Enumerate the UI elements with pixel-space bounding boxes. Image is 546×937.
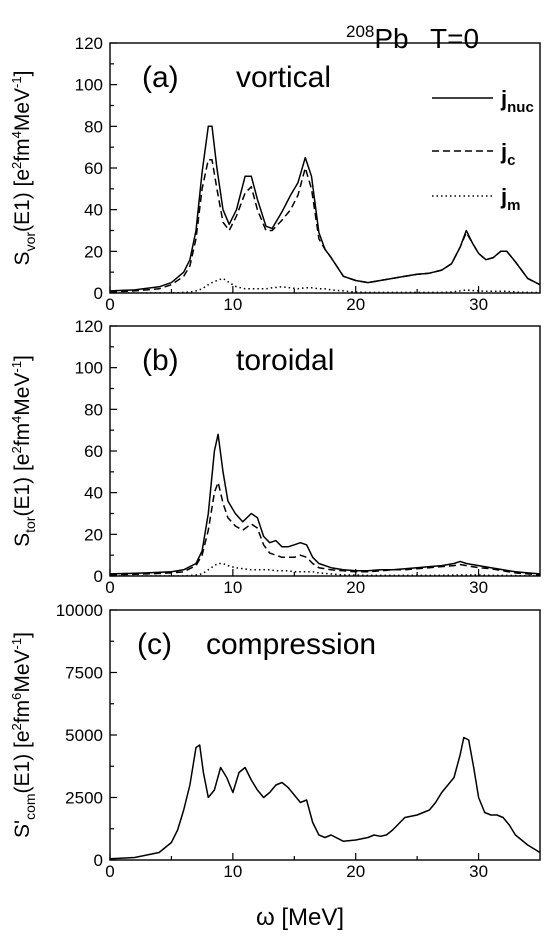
y-tick-label: 60 — [84, 442, 103, 461]
y-tick-label: 20 — [84, 525, 103, 544]
y-tick-label: 40 — [84, 201, 103, 220]
y-tick-label: 120 — [75, 317, 103, 336]
panel-toroidal: 0 10 20 30 0 20 40 60 80 100 120 Stor(E1) [e2fm4MeV… — [9, 317, 541, 597]
y-tick-label: 0 — [94, 851, 103, 870]
y-axis-label: Stor(E1) [e2fm4MeV-1] — [9, 355, 38, 547]
panel-vortical: 0 10 20 30 0 20 40 60 80 100 120 Svor(E1) [e2fm4MeV… — [9, 34, 541, 314]
x-tick-label: 0 — [105, 295, 114, 314]
x-tick-label: 20 — [346, 862, 365, 881]
panel-name: vortical — [236, 61, 331, 94]
x-tick-label: 30 — [469, 578, 488, 597]
y-tick-label: 80 — [84, 400, 103, 419]
x-axis-label: ω [MeV] — [256, 904, 344, 931]
nucleus-mass-number: 208 — [346, 22, 374, 41]
y-tick-label: 0 — [94, 284, 103, 303]
panel-label: (b) — [142, 344, 179, 377]
x-tick-label: 20 — [346, 295, 365, 314]
y-tick-label: 0 — [94, 567, 103, 586]
series-line-j-nuc — [110, 433, 540, 575]
y-tick-label: 5000 — [65, 726, 103, 745]
x-tick-label: 0 — [105, 862, 114, 881]
panel-label: (a) — [142, 61, 179, 94]
legend-label: jm — [500, 184, 520, 214]
legend-label: jnuc — [500, 86, 534, 116]
series-line-j-m — [110, 277, 540, 293]
panel-name: toroidal — [236, 344, 334, 377]
x-tick-label: 30 — [469, 295, 488, 314]
series-line-j-nuc — [110, 125, 540, 292]
y-tick-label: 10000 — [56, 601, 103, 620]
x-tick-label: 10 — [223, 578, 242, 597]
y-tick-label: 40 — [84, 484, 103, 503]
y-axis-label: Svor(E1) [e2fm4MeV-1] — [9, 71, 38, 266]
legend-label: jc — [500, 139, 515, 169]
legend: jnuc jc jm — [432, 86, 534, 214]
panel-name: compression — [206, 628, 376, 661]
y-tick-label: 20 — [84, 242, 103, 261]
x-tick-label: 10 — [223, 862, 242, 881]
x-tick-label: 20 — [346, 578, 365, 597]
panel-label: (c) — [137, 628, 172, 661]
series-line-j-nuc — [110, 736, 540, 860]
x-tick-label: 0 — [105, 578, 114, 597]
panel-compression: 0 10 20 30 0 2500 5000 7500 10000 S'com(E1) [e2fm… — [9, 601, 541, 881]
series-line-j-c — [110, 158, 540, 293]
series-line-j-c — [110, 481, 540, 576]
y-axis-label: S'com(E1) [e2fm6MeV-1] — [9, 632, 38, 838]
nucleus-symbol: Pb — [374, 23, 408, 54]
y-tick-label: 80 — [84, 117, 103, 136]
y-tick-label: 2500 — [65, 789, 103, 808]
y-tick-label: 100 — [75, 76, 103, 95]
y-tick-label: 100 — [75, 359, 103, 378]
figure-title-nucleus: 208Pb — [346, 22, 409, 54]
y-tick-label: 120 — [75, 34, 103, 53]
y-tick-label: 60 — [84, 159, 103, 178]
figure-title-temperature: T=0 — [430, 23, 479, 54]
y-tick-label: 7500 — [65, 664, 103, 683]
x-tick-label: 30 — [469, 862, 488, 881]
x-tick-label: 10 — [223, 295, 242, 314]
